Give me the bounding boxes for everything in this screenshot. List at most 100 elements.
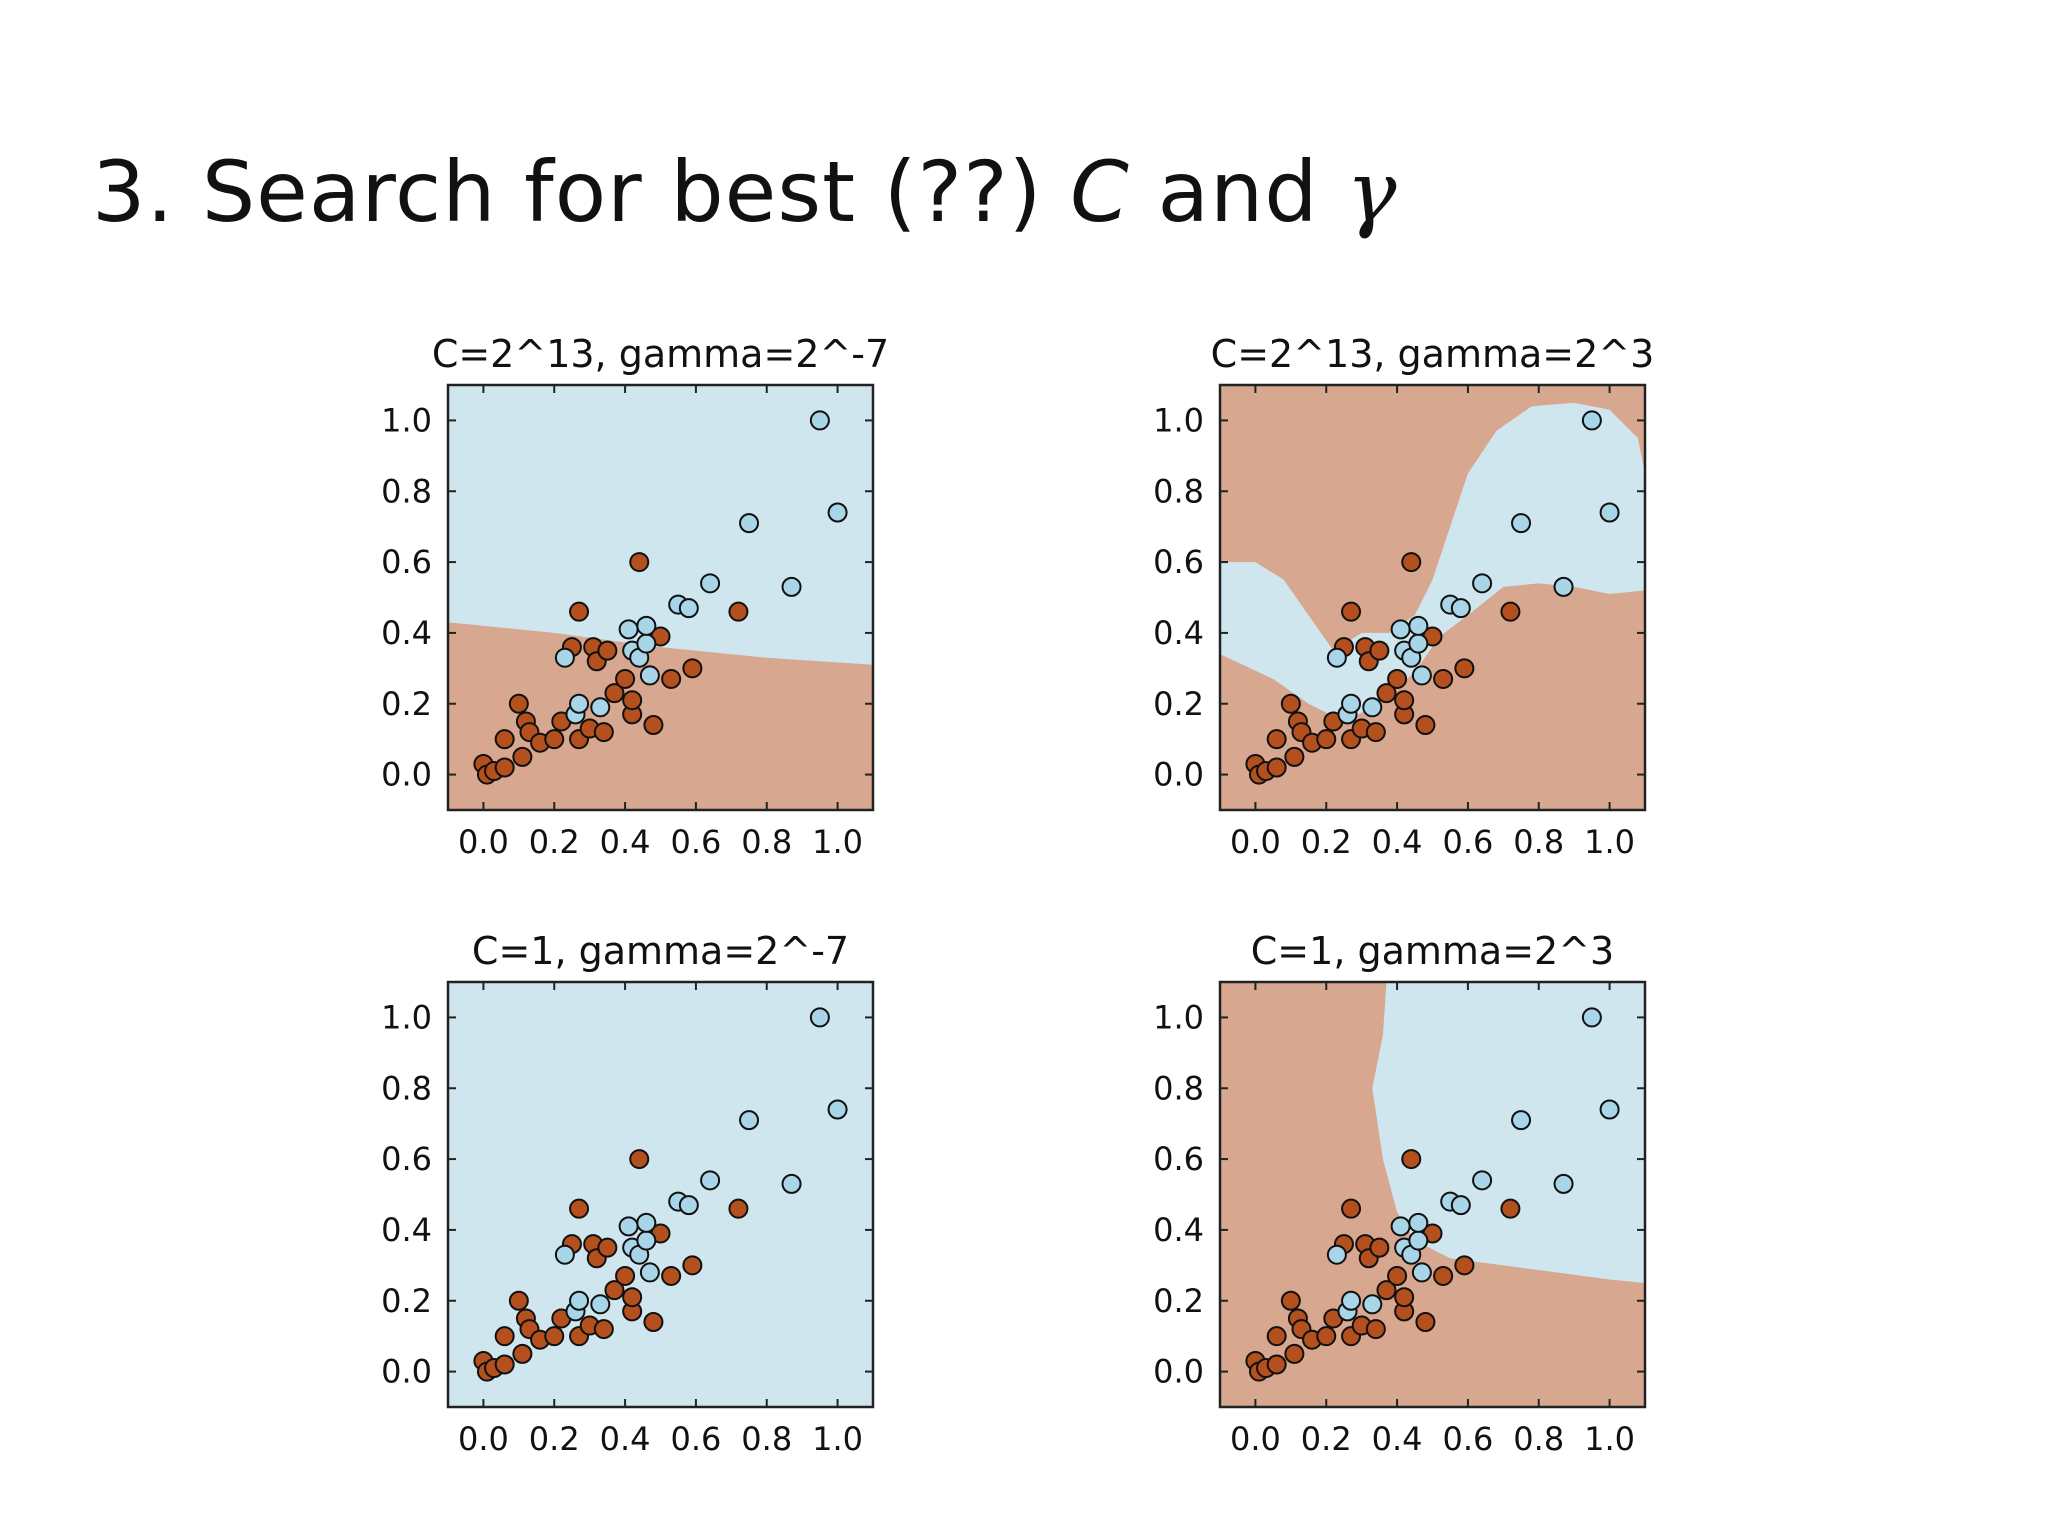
point-class0 (1266, 729, 1287, 750)
x-tick-label: 0.2 (529, 823, 580, 861)
point-class1 (554, 1244, 575, 1265)
y-tick-label: 0.6 (1153, 543, 1204, 581)
point-class1 (1408, 615, 1429, 636)
point-class1 (1599, 502, 1620, 523)
y-tick-label: 0.4 (381, 614, 432, 652)
x-tick-label: 0.8 (1513, 823, 1564, 861)
point-class0 (1376, 683, 1397, 704)
point-class1 (569, 1290, 590, 1311)
title-and: and (1129, 143, 1347, 241)
slide-title: 3. Search for best (??) C and γ (92, 150, 1397, 234)
point-class1 (1326, 647, 1347, 668)
y-tick-label: 0.4 (1153, 1211, 1204, 1249)
point-class0 (604, 683, 625, 704)
point-class1 (1408, 633, 1429, 654)
point-class1 (636, 615, 657, 636)
point-class1 (1411, 665, 1432, 686)
point-class0 (643, 715, 664, 735)
point-class0 (1284, 1343, 1305, 1364)
point-class0 (508, 693, 529, 714)
x-tick-label: 0.0 (458, 1420, 509, 1458)
y-tick-label: 0.6 (1153, 1140, 1204, 1178)
point-class1 (827, 502, 848, 523)
point-class1 (739, 513, 760, 534)
x-tick-label: 0.0 (1230, 823, 1281, 861)
point-class0 (569, 601, 590, 622)
point-class0 (682, 1255, 703, 1276)
point-class0 (544, 729, 565, 750)
decision-region-class1-shape (1372, 982, 1645, 1284)
point-class0 (1280, 1290, 1301, 1311)
point-class1 (827, 1099, 848, 1120)
chart-panel-1: 0.0 0.2 0.4 0.6 0.8 1.00.00.20.40.60.81.0C=2^… (381, 332, 889, 861)
point-class0 (1394, 1287, 1415, 1308)
point-class1 (1599, 1099, 1620, 1120)
x-tick-label: 0.4 (600, 823, 651, 861)
chart-panel-4: 0.0 0.2 0.4 0.6 0.8 1.0 0.0 0.2 0.4 0.6 0.8 1.0 C=1,… (1153, 929, 1647, 1458)
chart-title: C=2^13, gamma=2^-7 (432, 332, 889, 376)
y-tick-label: 0.0 (1153, 1353, 1204, 1391)
x-tick-label: 0.4 (1372, 1420, 1423, 1458)
x-tick-label: 0.0 (1230, 1420, 1281, 1458)
x-tick-label: 0.6 (670, 1420, 721, 1458)
point-class0 (643, 1312, 664, 1332)
point-class0 (593, 722, 614, 743)
point-class0 (1316, 729, 1337, 750)
x-tick-label: 0.4 (600, 1420, 651, 1458)
point-class1 (1553, 576, 1574, 597)
point-class1 (1390, 619, 1411, 640)
point-class1 (590, 1294, 611, 1315)
point-class0 (1394, 690, 1415, 711)
point-class1 (678, 598, 699, 619)
point-class0 (1454, 1255, 1475, 1276)
x-tick-label: 0.2 (529, 1420, 580, 1458)
y-tick-label: 0.6 (381, 1140, 432, 1178)
point-class0 (1415, 715, 1436, 735)
point-class0 (661, 1265, 682, 1286)
chart-panel-2: 0.0 0.2 0.4 0.6 0.8 1.00.00.20.40.60.81.0C=2^… (1153, 332, 1654, 861)
point-class1 (1581, 1007, 1602, 1028)
point-class0 (728, 601, 749, 622)
point-class1 (636, 633, 657, 654)
point-class0 (597, 1237, 618, 1258)
point-class1 (678, 1195, 699, 1216)
point-class0 (593, 1319, 614, 1340)
point-class1 (1581, 410, 1602, 431)
point-class1 (809, 1007, 830, 1028)
point-class0 (1284, 746, 1305, 767)
point-class1 (639, 665, 660, 686)
chart-title: C=1, gamma=2^-7 (472, 929, 849, 973)
point-class0 (728, 1198, 749, 1219)
chart-panel-3: 0.0 0.2 0.4 0.6 0.8 1.0 0.0 0.2 0.4 0.6 0.8 1.0 C=1,… (381, 929, 875, 1458)
x-tick-label: 0.8 (741, 823, 792, 861)
point-class1 (1326, 1244, 1347, 1265)
x-tick-label: 1.0 (812, 823, 863, 861)
point-class1 (1408, 1212, 1429, 1233)
x-tick-label: 0.8 (1513, 1420, 1564, 1458)
y-tick-label: 0.4 (381, 1211, 432, 1249)
point-class0 (1266, 1326, 1287, 1347)
axes-frame (1218, 383, 1647, 812)
point-class1 (1341, 1290, 1362, 1311)
point-class0 (1415, 1312, 1436, 1332)
y-tick-label: 0.8 (1153, 1069, 1204, 1107)
y-tick-label: 0.8 (381, 472, 432, 510)
decision-region-class1-shape (1220, 402, 1645, 722)
point-class0 (1369, 640, 1390, 661)
point-class0 (1376, 1280, 1397, 1301)
point-class1 (700, 573, 721, 594)
point-class0 (494, 1354, 515, 1375)
y-tick-label: 1.0 (1153, 401, 1204, 439)
x-tick-label: 0.2 (1301, 1420, 1352, 1458)
point-class0 (682, 658, 703, 679)
x-tick-label: 0.8 (741, 1420, 792, 1458)
x-tick-label: 0.6 (1442, 823, 1493, 861)
point-class1 (1411, 1262, 1432, 1283)
point-class1 (590, 697, 611, 718)
point-class0 (1365, 722, 1386, 743)
y-tick-label: 0.8 (381, 1069, 432, 1107)
title-var-gamma: γ (1346, 143, 1398, 241)
point-class1 (1362, 697, 1383, 718)
point-class1 (1341, 693, 1362, 714)
point-class0 (1365, 1319, 1386, 1340)
